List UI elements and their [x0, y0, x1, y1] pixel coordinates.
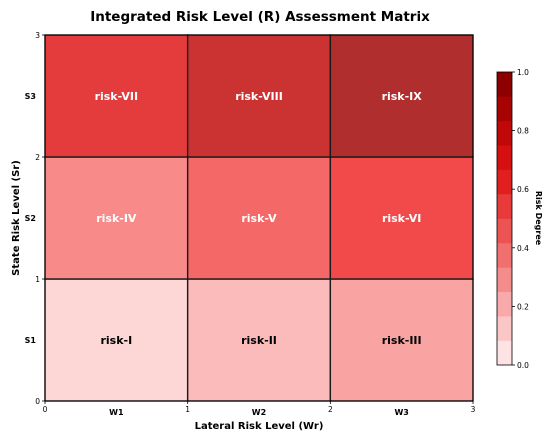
colorbar-segment: [497, 169, 512, 195]
colorbar-segment: [497, 72, 512, 97]
colorbar-frame: [496, 71, 513, 366]
cell-label: risk-VIII: [235, 90, 283, 103]
heatmap-cell: [329, 156, 474, 280]
x-tick-label: 3: [471, 405, 476, 414]
heatmap-cell: [186, 34, 332, 158]
colorbar-segment: [497, 340, 512, 366]
colorbar-segment: [497, 316, 512, 341]
y-category-label: S2: [25, 214, 36, 223]
colorbar-segment: [497, 291, 512, 317]
x-tick-label: 2: [328, 405, 333, 414]
x-category-label: W1: [109, 408, 124, 417]
heatmap-cell: [44, 34, 189, 158]
y-tick-label: 2: [35, 153, 40, 162]
colorbar-tick-label: 0.6: [517, 185, 529, 194]
colorbar-tick-label: 0.0: [517, 361, 529, 370]
colorbar-segment: [497, 242, 512, 268]
cell-label: risk-V: [241, 212, 277, 225]
y-category-label: S1: [25, 336, 37, 345]
colorbar-tick-label: 0.2: [517, 302, 529, 311]
cell-label: risk-IV: [96, 212, 137, 225]
heatmap-cell: [186, 278, 332, 402]
y-axis-label: State Risk Level (Sr): [11, 160, 22, 276]
heatmap-cell: [44, 278, 189, 402]
x-axis-label: Lateral Risk Level (Wr): [195, 421, 324, 432]
cell-label: risk-VII: [95, 90, 139, 103]
y-tick-label: 1: [35, 275, 40, 284]
x-tick-label: 0: [43, 405, 48, 414]
heatmap-cell: [186, 156, 332, 280]
colorbar-segment: [497, 120, 512, 146]
colorbar-segment: [497, 218, 512, 244]
colorbar-segment: [497, 194, 512, 219]
cell-label: risk-II: [241, 334, 277, 347]
x-category-label: W2: [252, 408, 266, 417]
axes: 0 1 2 3 0 1 2 3 W1 W2 W3 S1 S2 S3: [25, 31, 476, 417]
colorbar-segment: [497, 267, 512, 293]
y-tick-label: 0: [35, 397, 40, 406]
cell-label: risk-III: [382, 334, 422, 347]
heatmap-cell: [329, 34, 474, 158]
colorbar: 0.0 0.2 0.4 0.6 0.8 1.0: [496, 68, 529, 370]
heatmap-cell: [44, 156, 189, 280]
plot-frame: [44, 34, 474, 402]
y-tick-label: 3: [35, 31, 40, 40]
y-category-label: S3: [25, 92, 36, 101]
cell-label: risk-IX: [382, 90, 423, 103]
colorbar-label: Risk Degree: [534, 191, 543, 246]
x-category-label: W3: [394, 408, 408, 417]
heatmap-cell-labels: risk-I risk-II risk-III risk-IV risk-V risk-V…: [95, 90, 423, 347]
cell-label: risk-VI: [382, 212, 421, 225]
chart-title: Integrated Risk Level (R) Assessment Mat…: [90, 9, 430, 25]
colorbar-segment: [497, 145, 512, 170]
cell-label: risk-I: [100, 334, 132, 347]
colorbar-tick-label: 1.0: [517, 68, 529, 77]
colorbar-segment: [497, 96, 512, 122]
colorbar-tick-label: 0.4: [517, 244, 529, 253]
heatmap-cells: [44, 34, 474, 402]
x-tick-label: 1: [185, 405, 190, 414]
colorbar-tick-label: 0.8: [517, 127, 529, 136]
